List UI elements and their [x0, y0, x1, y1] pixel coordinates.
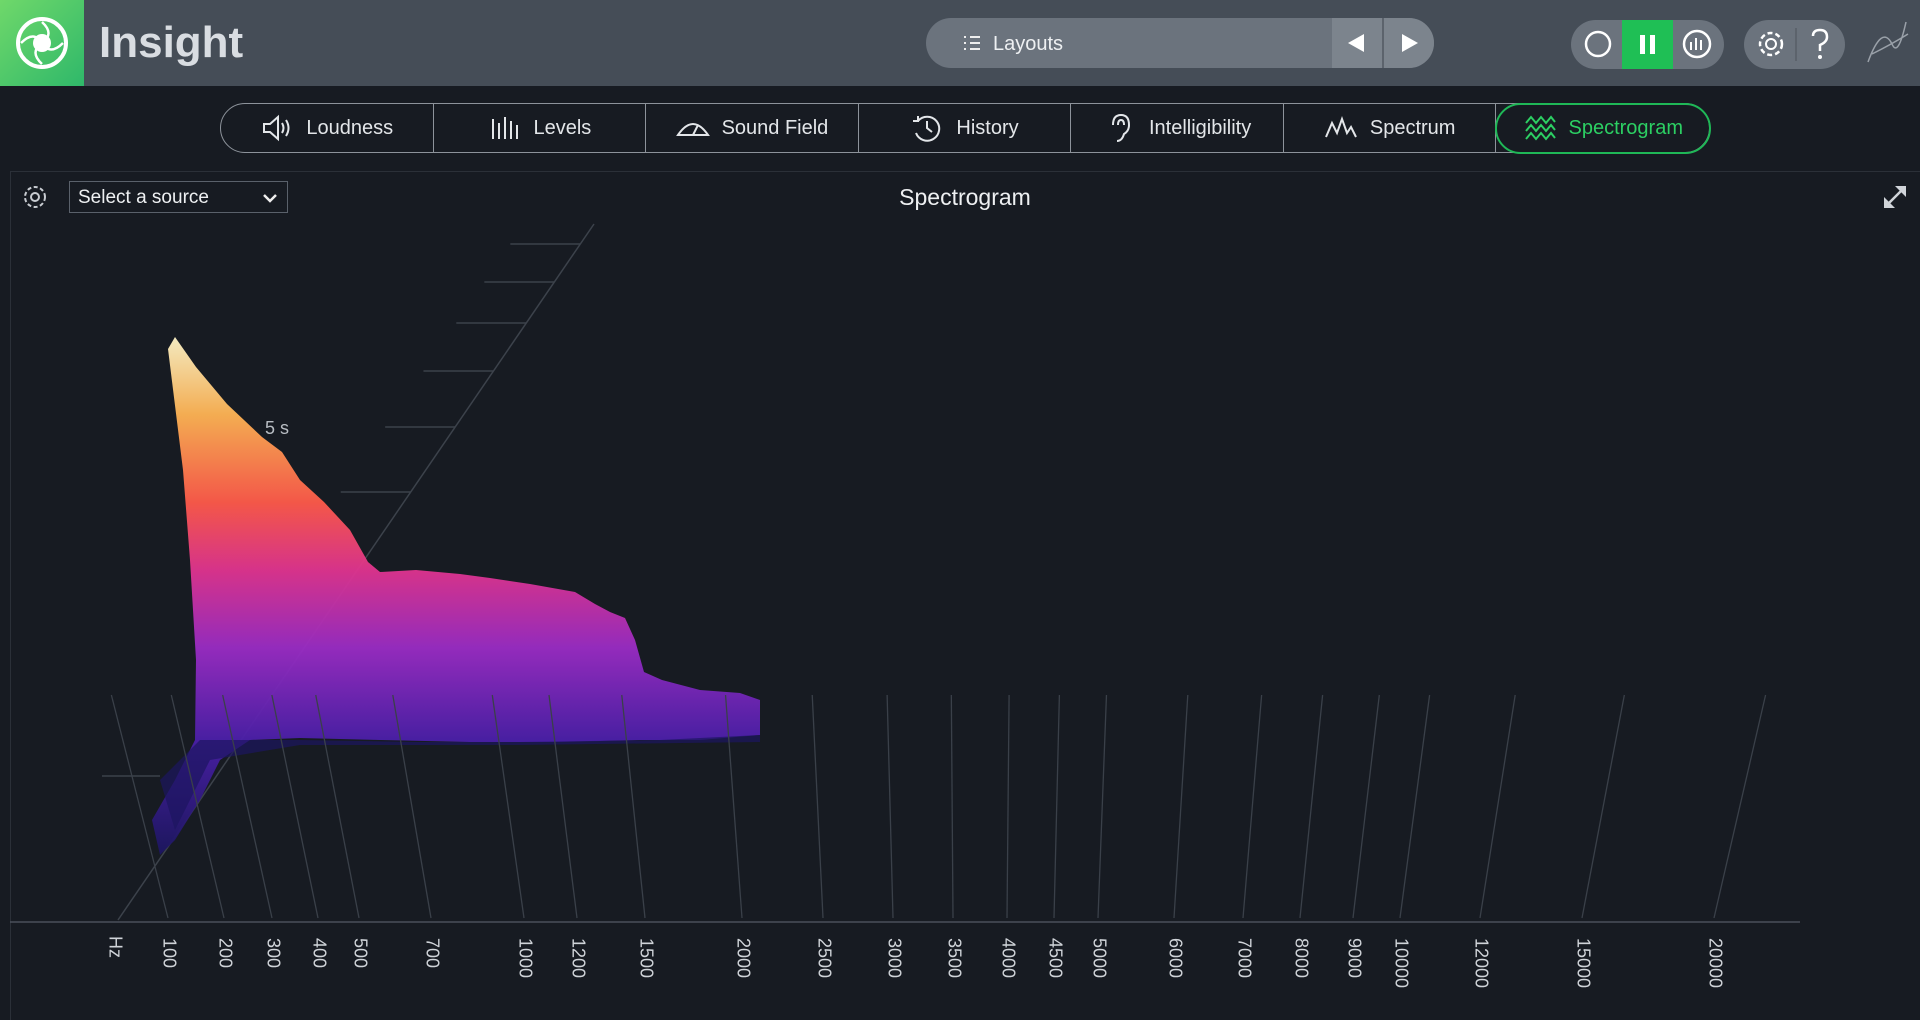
time-label: 5 s — [265, 418, 289, 438]
layout-nav — [1332, 18, 1434, 68]
freq-grid-line — [1097, 694, 1108, 919]
dropdown-arrow — [263, 194, 277, 203]
freq-grid-line — [1299, 694, 1324, 919]
tab-icon — [913, 115, 941, 142]
settings-help-buttons[interactable] — [1744, 20, 1845, 69]
transport — [1571, 20, 1724, 69]
transport-buttons[interactable] — [1571, 20, 1724, 69]
freq-grid-line — [315, 694, 360, 919]
tab[interactable]: Intelligibility — [1071, 104, 1284, 152]
signature-icon — [1867, 21, 1909, 63]
freq-grid-line — [170, 694, 225, 919]
freq-label: 10000 — [1391, 938, 1411, 988]
freq-label: 5000 — [1089, 938, 1109, 978]
freq-grid-line — [491, 694, 525, 919]
tab-label: Sound Field — [721, 116, 829, 139]
freq-grid-line — [811, 694, 824, 919]
freq-label: 3000 — [884, 938, 904, 978]
nav-arrows[interactable] — [1332, 18, 1434, 68]
tab[interactable]: Levels — [434, 104, 647, 152]
freq-grid-line — [548, 694, 578, 919]
freq-label: 1000 — [515, 938, 535, 978]
tab-icon — [1324, 116, 1357, 138]
freq-label: 400 — [309, 938, 329, 968]
freq-grid-line — [724, 694, 743, 919]
settings-help — [1744, 20, 1845, 69]
freq-label: 200 — [215, 938, 235, 968]
freq-label: 700 — [422, 938, 442, 968]
expand-button[interactable] — [1881, 183, 1909, 211]
spectrogram-shadow — [160, 735, 760, 830]
freq-grid-line — [222, 694, 273, 919]
tab-icon — [1111, 113, 1130, 142]
tab[interactable]: Loudness — [221, 104, 434, 152]
panel-settings[interactable] — [20, 182, 50, 212]
freq-label: 1200 — [568, 938, 588, 978]
tab[interactable]: Sound Field — [646, 104, 859, 152]
freq-label: 8000 — [1291, 938, 1311, 978]
freq-grid-line — [1173, 694, 1189, 919]
freq-unit: Hz — [105, 936, 125, 958]
frequency-axis: Hz 100 200 300 400 500 700 1000 1200 1500 2000 2500… — [105, 694, 1767, 988]
tab-icon — [263, 114, 290, 142]
freq-label: 500 — [350, 938, 370, 968]
freq-grid-line — [950, 694, 954, 919]
freq-label: 7000 — [1234, 938, 1254, 978]
tab-label: Spectrum — [1369, 116, 1456, 139]
tab-label: History — [956, 116, 1019, 139]
freq-grid-line — [392, 694, 432, 919]
logo-icon — [16, 17, 68, 69]
freq-grid-line — [1713, 694, 1767, 919]
freq-label: 4500 — [1045, 938, 1065, 978]
layouts-label: Layouts — [993, 33, 1064, 55]
freq-label: 3500 — [944, 938, 964, 978]
spectrogram-surface — [152, 337, 760, 855]
freq-label: 15000 — [1573, 938, 1593, 988]
freq-grid-line — [1479, 694, 1516, 919]
freq-label: 2500 — [814, 938, 834, 978]
header: Insight Layouts — [0, 0, 1920, 86]
tab-icon — [1524, 115, 1556, 141]
tab-label: Intelligibility — [1148, 116, 1252, 139]
panel — [10, 171, 1920, 1020]
layouts-menu[interactable]: Layouts — [926, 18, 1434, 68]
tab-bar: Loudness Levels Sound Field History Inte… — [220, 102, 1711, 154]
logo[interactable] — [0, 0, 84, 86]
tab-active[interactable]: Spectrogram — [1494, 102, 1711, 154]
freq-grid-line — [621, 694, 646, 919]
tab-icon — [675, 123, 710, 136]
freq-label: 2000 — [733, 938, 753, 978]
freq-label: 4000 — [998, 938, 1018, 978]
tab-label: Spectrogram — [1568, 116, 1684, 139]
freq-label: 6000 — [1165, 938, 1185, 978]
freq-grid-line — [110, 694, 169, 919]
source-label: Select a source — [78, 187, 209, 208]
app-title: Insight — [99, 18, 244, 67]
freq-grid-line — [886, 694, 894, 919]
freq-grid-line — [1053, 694, 1061, 919]
tab-label: Loudness — [306, 116, 394, 139]
freq-grid-line — [1399, 694, 1431, 919]
panel-title: Spectrogram — [899, 184, 1031, 210]
freq-grid-line — [1006, 694, 1010, 919]
freq-grid-line — [1352, 694, 1380, 919]
freq-label: 100 — [159, 938, 179, 968]
source-select[interactable]: Select a source — [69, 181, 288, 213]
tab[interactable]: History — [859, 104, 1072, 152]
list-icon — [964, 36, 980, 50]
freq-label: 9000 — [1344, 938, 1364, 978]
freq-grid-line — [271, 694, 319, 919]
tab-label: Levels — [533, 116, 592, 139]
freq-grid-line — [1242, 694, 1263, 919]
freq-label: 20000 — [1705, 938, 1725, 988]
freq-grid-line — [1581, 694, 1625, 919]
freq-label: 1500 — [636, 938, 656, 978]
freq-label: 300 — [263, 938, 283, 968]
freq-label: 12000 — [1471, 938, 1491, 988]
tab-icon — [492, 117, 519, 139]
